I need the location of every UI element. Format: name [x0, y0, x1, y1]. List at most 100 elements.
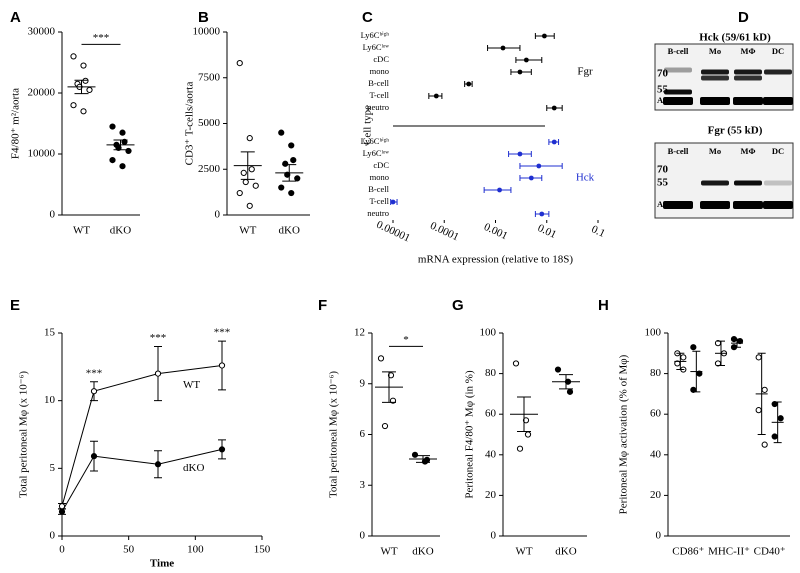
lane-label: DC	[772, 146, 784, 156]
data-point	[761, 386, 768, 393]
data-point	[154, 370, 162, 377]
data-point	[516, 445, 524, 452]
x-tick-label: CD40⁺	[754, 546, 786, 558]
size-marker: 55	[657, 177, 669, 189]
category-label: neutro	[367, 208, 389, 218]
x-tick-label: 0.1	[589, 223, 607, 240]
data-point	[278, 129, 285, 136]
actin-band	[763, 97, 793, 105]
actin-band	[733, 97, 763, 105]
data-point	[278, 184, 285, 191]
blot-band	[664, 89, 692, 95]
data-point	[248, 166, 255, 173]
group-label: Fgr	[577, 66, 593, 78]
y-tick-label: 5	[50, 462, 56, 474]
y-tick-label: 3	[360, 479, 366, 491]
data-point	[690, 344, 697, 351]
data-point	[761, 441, 768, 448]
y-axis-label: Total peritoneal Mφ (x 10⁻⁶)	[18, 371, 30, 498]
x-tick-label: 50	[123, 544, 135, 556]
data-point	[246, 135, 253, 142]
data-point	[755, 354, 762, 361]
loading-control: Actin	[657, 95, 677, 105]
data-point	[282, 160, 289, 167]
category-label: mono	[370, 172, 389, 182]
y-tick-label: 80	[650, 367, 662, 379]
y-axis-label: Cell type	[362, 105, 374, 145]
data-point	[80, 62, 87, 69]
category-label: cDC	[373, 54, 389, 64]
category-label: T-cell	[369, 196, 389, 206]
error-bar	[733, 338, 741, 348]
y-tick-label: 10000	[28, 148, 56, 160]
y-axis-label: Total peritoneal Mφ (x 10⁻⁶)	[328, 371, 340, 498]
x-tick-label: dKO	[412, 546, 433, 558]
significance-label: *	[403, 334, 409, 346]
data-point	[125, 147, 132, 155]
y-tick-label: 10	[44, 394, 56, 406]
x-tick-label: WT	[380, 546, 397, 558]
panel-label: E	[10, 297, 20, 314]
data-point	[512, 360, 520, 367]
data-point	[90, 453, 98, 460]
category-label: T-cell	[369, 90, 389, 100]
data-point	[554, 366, 562, 373]
x-tick-label: WT	[73, 225, 90, 237]
x-tick-label: 100	[187, 544, 204, 556]
data-point	[70, 102, 77, 109]
y-tick-label: 20000	[28, 87, 56, 99]
y-tick-label: 15	[44, 327, 56, 339]
data-point	[551, 139, 557, 145]
y-tick-label: 0	[491, 530, 497, 542]
x-tick-label: 0.0001	[428, 220, 460, 244]
category-label: neutro	[367, 102, 389, 112]
data-point	[755, 407, 762, 414]
blot-band	[764, 69, 792, 75]
y-tick-label: 100	[480, 327, 497, 339]
data-point	[517, 151, 523, 157]
x-tick-label: CD86⁺	[672, 546, 704, 558]
data-point	[542, 33, 547, 39]
data-point	[539, 211, 545, 217]
error-bar	[692, 350, 701, 393]
data-point	[411, 451, 419, 458]
data-point	[390, 199, 396, 205]
x-tick-label: 150	[254, 544, 271, 556]
series-line	[61, 448, 223, 512]
y-tick-label: 9	[360, 377, 366, 389]
y-tick-label: 5000	[198, 117, 221, 129]
data-point	[252, 182, 259, 189]
panel-label: A	[10, 9, 21, 26]
y-tick-label: 7500	[198, 71, 221, 83]
x-tick-label: MHC-II⁺	[708, 546, 750, 558]
x-axis-label: mRNA expression (relative to 18S)	[418, 254, 574, 266]
error-bar	[113, 139, 128, 151]
data-point	[466, 81, 472, 87]
significance-label: ***	[86, 367, 103, 379]
error-bar	[717, 340, 725, 366]
actin-band	[663, 201, 693, 209]
panel-label: G	[452, 297, 464, 314]
blot-band	[664, 67, 692, 73]
y-tick-label: 20	[485, 489, 497, 501]
panel-label: H	[598, 297, 609, 314]
category-label: B-cell	[368, 184, 389, 194]
error-bar	[382, 371, 396, 403]
x-tick-label: dKO	[555, 546, 576, 558]
data-point	[284, 171, 291, 178]
data-point	[294, 175, 301, 182]
data-point	[500, 45, 506, 51]
lane-label: B-cell	[668, 146, 689, 156]
error-bar	[240, 151, 255, 180]
actin-band	[700, 97, 730, 105]
loading-control: Actin	[657, 199, 677, 209]
data-point	[236, 189, 243, 197]
x-axis-label: Time	[150, 558, 174, 570]
y-axis-label: Peritoneal Mφ activation (% of Mφ)	[618, 354, 630, 514]
data-point	[528, 175, 534, 181]
y-axis-label: Peritoneal F4/80⁺ Mφ (in %)	[464, 370, 476, 499]
category-label: Ly6Cˡᵒʷ	[363, 42, 390, 52]
data-point	[522, 417, 530, 424]
actin-band	[663, 97, 693, 105]
significance-label: ***	[150, 332, 167, 344]
